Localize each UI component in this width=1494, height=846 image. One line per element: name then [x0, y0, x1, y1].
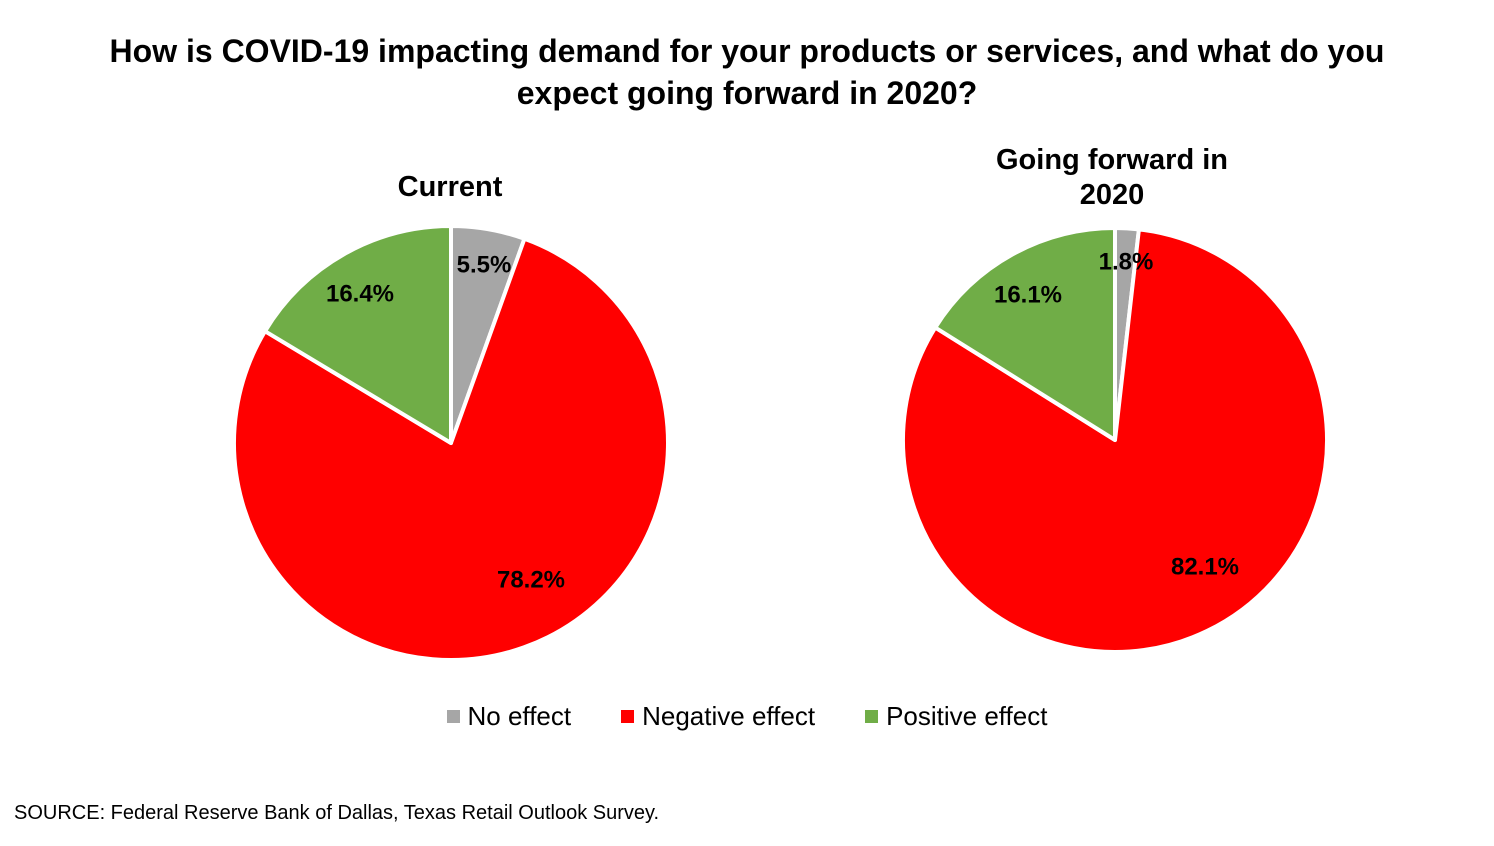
pie-title-going-forward-line-1: Going forward in — [996, 144, 1228, 176]
pie-current: 5.5% 78.2% 16.4% — [232, 224, 670, 662]
legend: No effect Negative effect Positive effec… — [0, 700, 1494, 732]
pie-slice-negative-effect — [232, 236, 670, 662]
legend-label-positive-effect: Positive effect — [886, 701, 1048, 731]
legend-swatch-positive-effect — [865, 709, 879, 723]
pie-title-current-line-1: Current — [397, 171, 503, 203]
pie-title-going-forward: Going forward in 2020 — [962, 143, 1262, 213]
pie-title-current: Current — [300, 170, 600, 205]
source-note: SOURCE: Federal Reserve Bank of Dallas, … — [14, 802, 660, 824]
pie-going-forward-in-2020: 1.8% 82.1% 16.1% — [901, 226, 1329, 654]
legend-item-positive-effect: Positive effect — [865, 700, 1047, 732]
pie-title-going-forward-line-2: 2020 — [1079, 179, 1145, 211]
pie-slice-positive-effect — [263, 224, 453, 445]
data-label-negative-effect: 78.2% — [497, 566, 565, 593]
data-label-positive-effect: 16.4% — [326, 280, 394, 307]
legend-swatch-no-effect — [446, 709, 460, 723]
legend-swatch-negative-effect — [621, 709, 635, 723]
legend-label-no-effect: No effect — [467, 701, 572, 731]
pie-slice-positive-effect — [933, 226, 1117, 442]
chart-title-line-2: expect going forward in 2020? — [516, 75, 978, 111]
data-label-no-effect: 1.8% — [1099, 248, 1154, 275]
chart-title: How is COVID-19 impacting demand for you… — [0, 30, 1494, 114]
legend-label-negative-effect: Negative effect — [642, 701, 816, 731]
data-label-negative-effect: 82.1% — [1171, 553, 1239, 580]
data-label-positive-effect: 16.1% — [994, 281, 1062, 308]
data-label-no-effect: 5.5% — [457, 251, 512, 278]
chart-title-line-1: How is COVID-19 impacting demand for you… — [109, 33, 1385, 69]
legend-item-negative-effect: Negative effect — [621, 700, 815, 732]
legend-item-no-effect: No effect — [446, 700, 572, 732]
